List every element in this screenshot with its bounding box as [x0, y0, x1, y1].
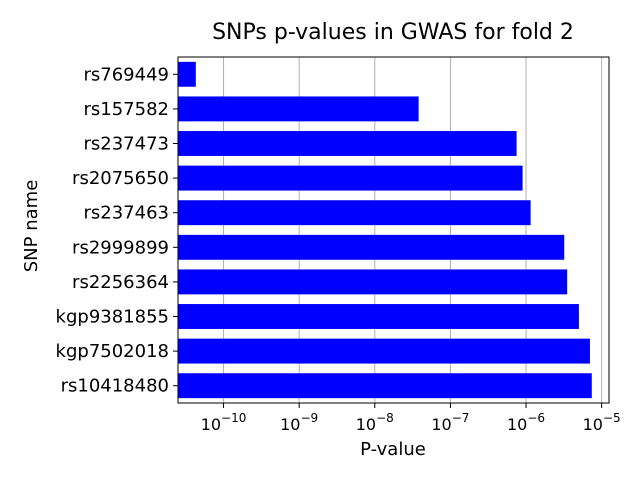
chart-title: SNPs p-values in GWAS for fold 2 — [212, 20, 574, 45]
x-axis-ticks: 10−10 10−9 10−8 10−7 10−6 10−5 — [201, 403, 621, 434]
y-tick-label: rs10418480 — [61, 376, 169, 397]
y-tick-label: rs237473 — [84, 134, 170, 155]
bar-rs2256364 — [178, 269, 568, 295]
x-axis-label: P-value — [360, 439, 426, 460]
bar-kgp9381855 — [178, 304, 579, 329]
y-axis-ticks: rs769449 rs157582 rs237473 rs2075650 rs23746… — [56, 64, 178, 397]
bar-rs157582 — [178, 96, 419, 122]
y-tick-label: rs2075650 — [72, 168, 169, 189]
bar-rs2075650 — [178, 165, 523, 191]
bar-rs769449 — [178, 61, 196, 87]
x-tick-label: 10−8 — [356, 411, 394, 434]
bar-rs2999899 — [178, 234, 565, 260]
x-tick-label: 10−5 — [583, 411, 621, 434]
y-tick-label: rs2256364 — [72, 272, 169, 293]
bar-rs237463 — [178, 200, 531, 226]
bar-rs237473 — [178, 131, 517, 156]
bars — [178, 61, 592, 399]
y-axis-label: SNP name — [21, 180, 42, 273]
bar-rs10418480 — [178, 373, 592, 399]
bar-kgp7502018 — [178, 338, 590, 364]
y-tick-label: rs769449 — [84, 64, 170, 85]
y-tick-label: kgp7502018 — [56, 341, 169, 362]
y-tick-label: rs2999899 — [72, 237, 169, 258]
x-tick-label: 10−7 — [431, 411, 469, 434]
y-tick-label: kgp9381855 — [56, 307, 169, 328]
y-tick-label: rs157582 — [84, 99, 170, 120]
x-tick-label: 10−10 — [201, 411, 247, 434]
x-tick-label: 10−9 — [280, 411, 318, 434]
plot-frame — [177, 56, 610, 404]
x-tick-label: 10−6 — [507, 411, 545, 434]
y-tick-label: rs237463 — [84, 203, 170, 224]
